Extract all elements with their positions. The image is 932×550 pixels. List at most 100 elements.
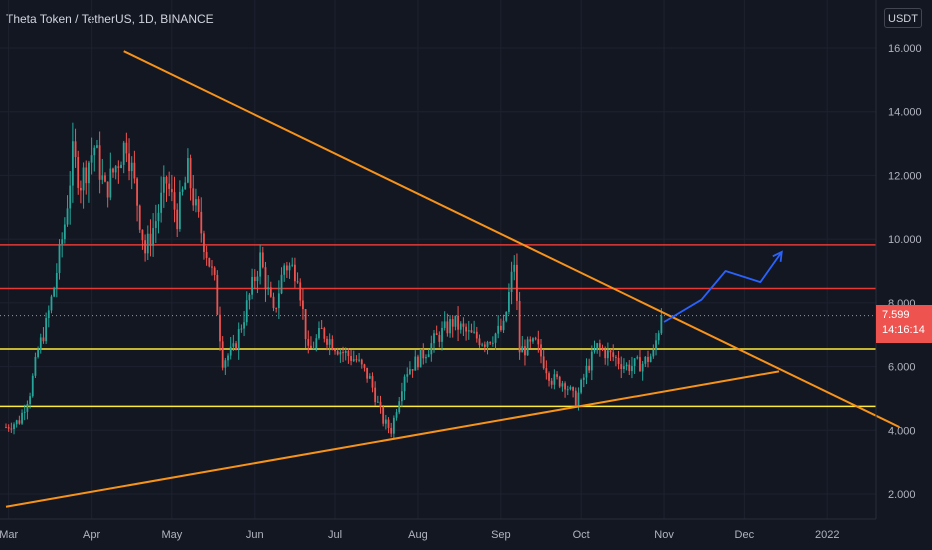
candle-body	[553, 374, 556, 385]
candle-body	[516, 264, 518, 301]
x-tick-label: Nov	[654, 529, 674, 541]
candle-body	[392, 417, 395, 434]
candle-body	[532, 338, 534, 342]
candle-body	[245, 300, 248, 323]
candle-body	[128, 153, 130, 172]
ascending-trendline[interactable]	[5, 370, 780, 508]
candle-body	[224, 360, 227, 368]
candle-body	[387, 419, 390, 428]
candle-body	[647, 356, 649, 362]
candle-body	[395, 412, 398, 418]
candle-body	[644, 356, 647, 364]
candle-body	[462, 323, 465, 327]
candle-body	[366, 367, 369, 379]
candle-body	[189, 158, 192, 189]
candle-body	[205, 252, 208, 258]
candle-body	[534, 338, 537, 340]
candle-body	[409, 369, 411, 375]
candle-body	[577, 392, 580, 408]
candle-body	[580, 379, 583, 393]
candle-body	[569, 387, 572, 390]
candle-body	[50, 296, 53, 311]
candle-body	[473, 331, 476, 333]
candle-body	[170, 188, 173, 193]
candle-body	[21, 412, 23, 424]
candle-body	[240, 328, 243, 330]
candle-body	[371, 376, 374, 388]
candle-body	[612, 352, 615, 357]
candle-body	[31, 375, 34, 397]
candle-body	[18, 420, 21, 424]
candle-body	[494, 333, 497, 343]
candle-body	[475, 331, 478, 339]
currency-button[interactable]: USDT	[884, 8, 922, 28]
descending-trendline[interactable]	[123, 50, 900, 428]
candle-body	[443, 321, 446, 328]
candle-body	[382, 407, 385, 424]
candle-body	[109, 168, 112, 198]
candle-body	[596, 343, 599, 351]
candle-body	[521, 346, 524, 353]
candle-body	[53, 288, 56, 297]
candle-body	[489, 342, 492, 344]
candle-body	[660, 315, 663, 334]
x-tick-label: May	[161, 529, 182, 541]
symbol-title: Theta Token / TetherUS, 1D, BINANCE	[6, 12, 214, 26]
candle-body	[106, 181, 109, 198]
candle-body	[620, 364, 623, 370]
candle-body	[120, 164, 122, 169]
candle-body	[641, 363, 644, 372]
projection-arrowhead-icon	[772, 250, 783, 262]
candle-body	[288, 265, 291, 271]
y-tick-label: 16.000	[888, 43, 922, 55]
candle-body	[152, 228, 155, 246]
candle-body	[320, 328, 323, 330]
candle-body	[39, 337, 42, 350]
candle-body	[144, 240, 146, 254]
candle-body	[561, 383, 564, 387]
candle-body	[326, 338, 328, 345]
candle-body	[342, 352, 344, 354]
candle-body	[339, 352, 342, 355]
candle-body	[187, 158, 189, 183]
candle-body	[422, 349, 425, 359]
candle-body	[481, 344, 484, 346]
candle-body	[401, 391, 403, 402]
candle-body	[37, 349, 39, 357]
candle-body	[449, 319, 451, 334]
candle-body	[10, 428, 13, 430]
projection-path[interactable]	[663, 251, 783, 323]
candle-body	[267, 287, 270, 290]
candle-body	[154, 221, 157, 229]
candle-body	[77, 157, 80, 188]
candle-body	[90, 155, 93, 163]
candle-body	[213, 267, 216, 275]
candle-body	[331, 339, 334, 350]
candle-body	[604, 349, 607, 359]
candle-body	[491, 342, 494, 344]
candle-body	[221, 341, 224, 368]
candle-body	[219, 314, 221, 342]
candle-body	[42, 337, 45, 342]
candle-body	[299, 282, 302, 301]
candle-body	[615, 356, 617, 358]
candle-body	[649, 356, 652, 362]
candle-body	[478, 338, 481, 346]
candle-body	[558, 376, 561, 387]
candle-body	[101, 175, 104, 180]
candle-body	[355, 359, 358, 361]
candle-body	[617, 357, 620, 365]
candle-body	[243, 322, 245, 329]
candle-body	[23, 411, 26, 413]
candle-body	[497, 325, 500, 334]
candle-body	[277, 293, 280, 309]
candle-body	[457, 315, 459, 330]
candle-body	[368, 376, 371, 379]
candle-body	[350, 355, 352, 361]
candle-body	[513, 264, 516, 272]
candle-body	[74, 141, 77, 158]
candle-body	[655, 340, 657, 350]
candle-body	[590, 351, 593, 371]
candle-body	[184, 182, 187, 190]
